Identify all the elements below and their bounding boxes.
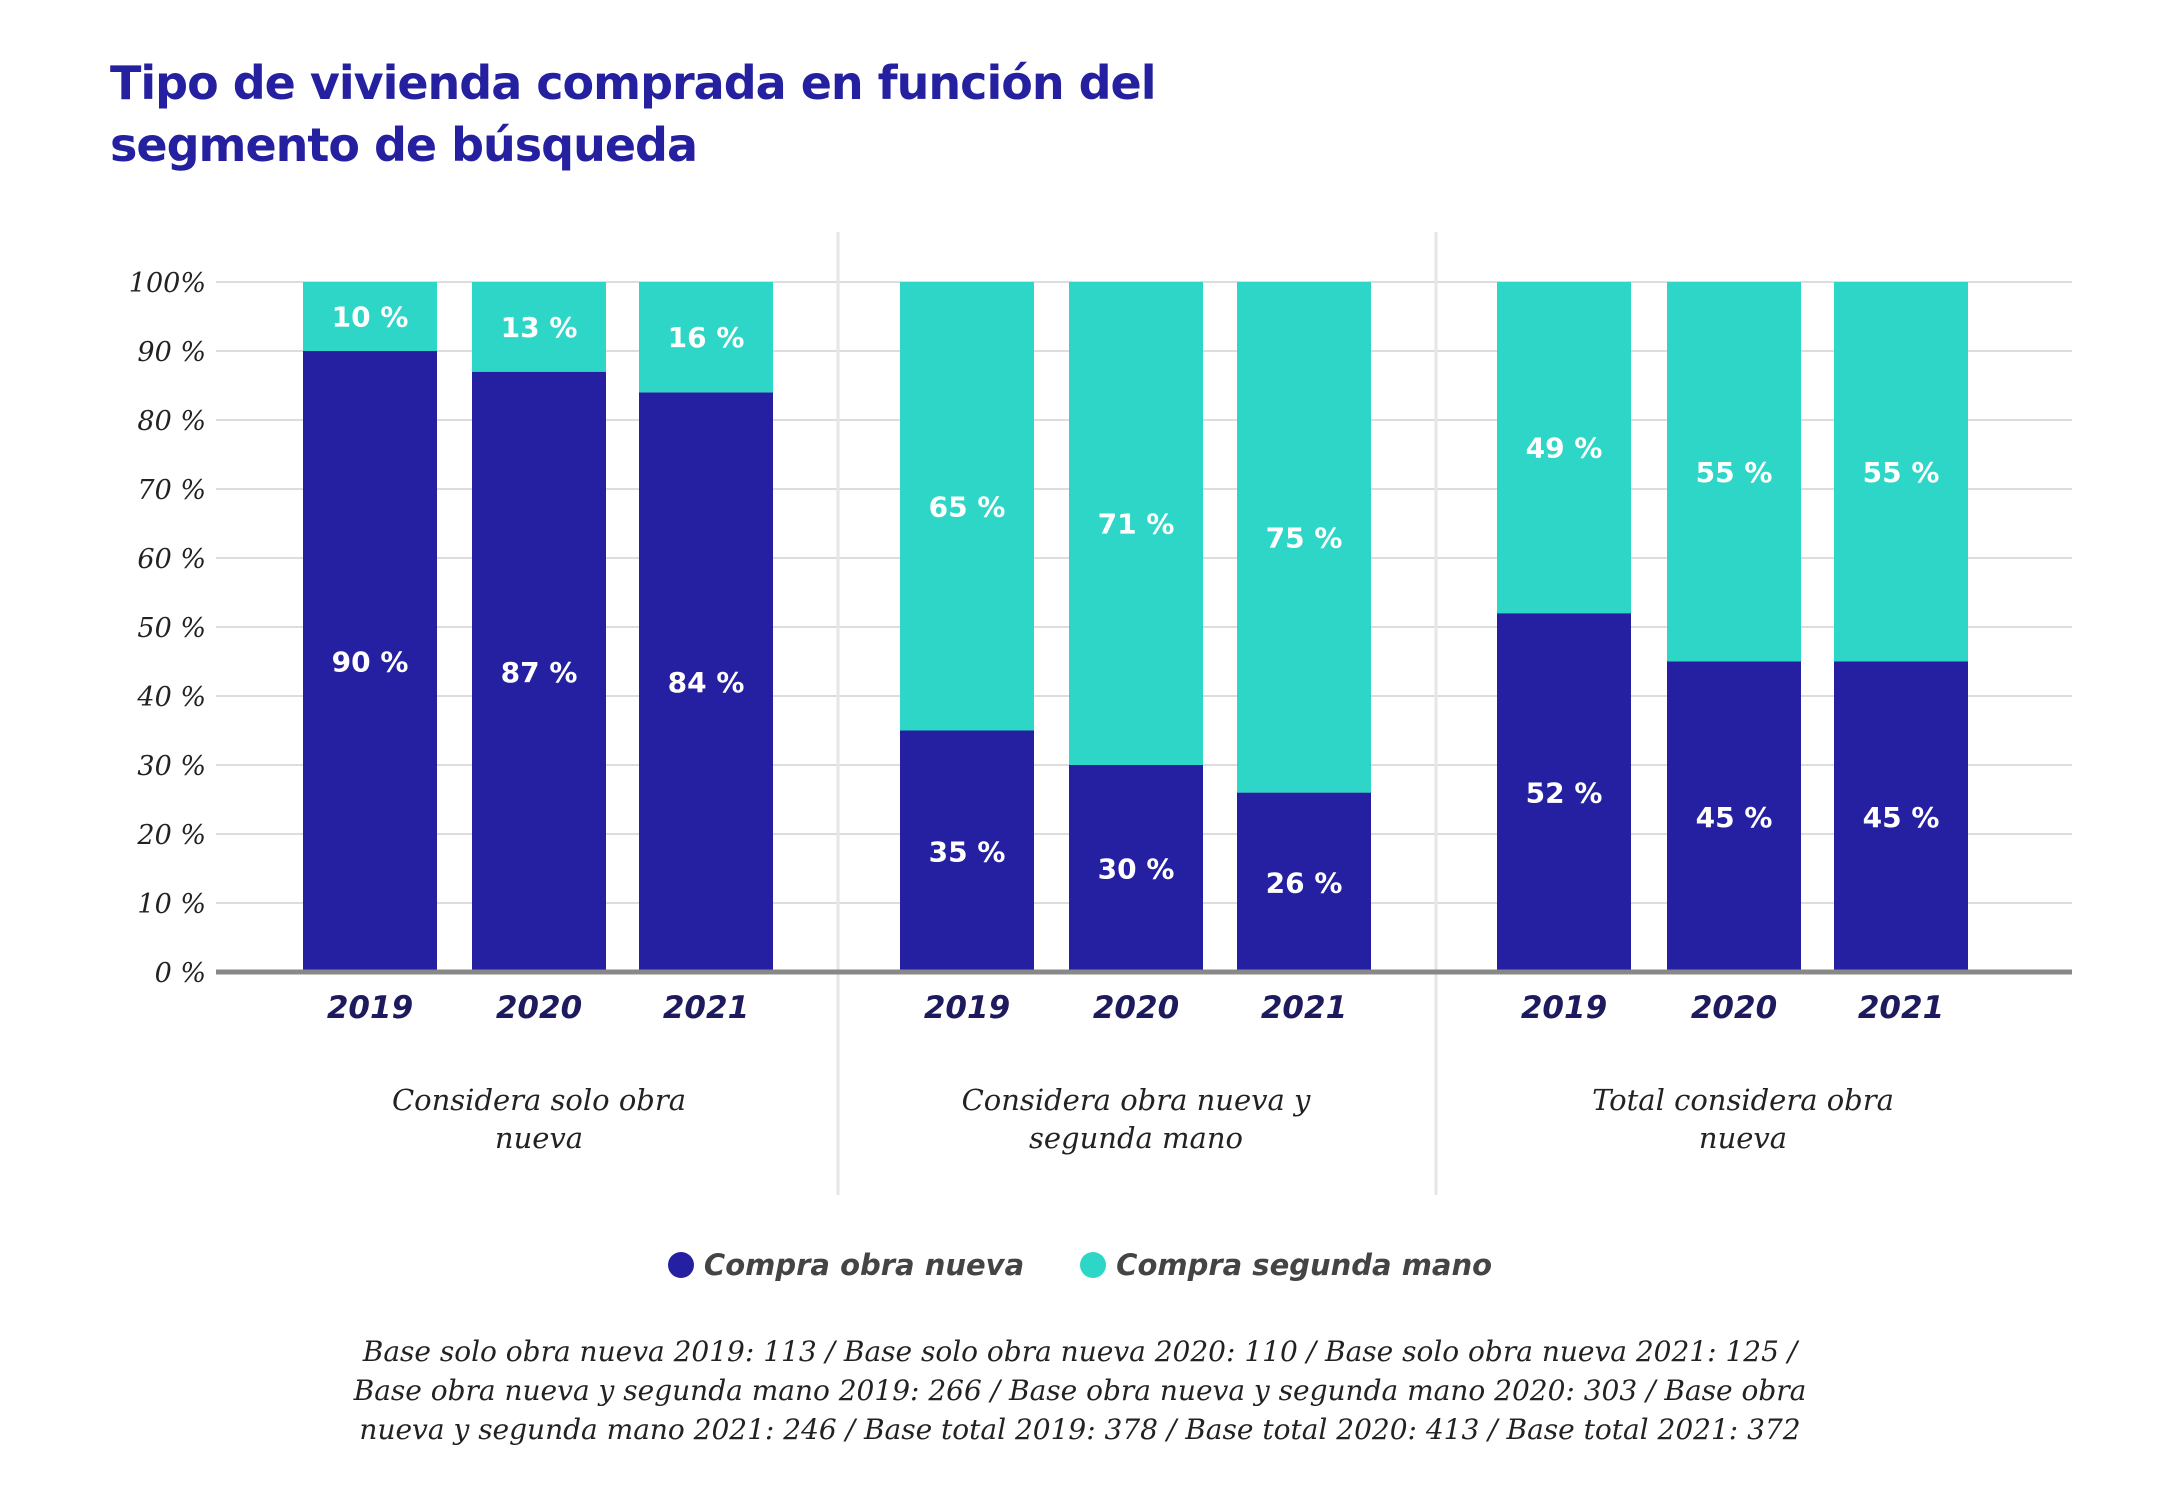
y-tick-label: 30 % xyxy=(137,751,206,782)
y-tick-label: 0 % xyxy=(155,958,206,989)
bar-segment-obra-nueva xyxy=(1069,765,1203,972)
x-tick-label: 2019 xyxy=(1521,990,1607,1026)
value-label-obra-nueva: 52 % xyxy=(1526,777,1603,810)
bar-segment-obra-nueva xyxy=(1237,792,1371,972)
value-label-segunda-mano: 75 % xyxy=(1266,521,1343,554)
x-tick-label: 2020 xyxy=(1691,990,1777,1026)
bar-segment-segunda-mano xyxy=(639,282,773,393)
bar-segment-segunda-mano xyxy=(1667,282,1801,662)
bar-segment-segunda-mano xyxy=(303,282,437,351)
value-label-obra-nueva: 45 % xyxy=(1863,801,1940,834)
bar-segment-segunda-mano xyxy=(900,282,1034,731)
bar-segment-segunda-mano xyxy=(1237,282,1371,793)
value-label-segunda-mano: 55 % xyxy=(1863,456,1940,489)
y-tick-label: 80 % xyxy=(137,406,206,437)
x-tick-label: 2021 xyxy=(1858,990,1944,1026)
value-label-segunda-mano: 55 % xyxy=(1696,456,1773,489)
x-tick-label: 2019 xyxy=(924,990,1010,1026)
group-label: Considera solo obra xyxy=(392,1083,686,1117)
bar-segment-obra-nueva xyxy=(472,371,606,972)
chart-title: Tipo de vivienda comprada en función del… xyxy=(110,56,1156,172)
legend-label-second: Compra segunda mano xyxy=(1116,1248,1493,1282)
bar-segment-obra-nueva xyxy=(900,730,1034,972)
y-tick-label: 50 % xyxy=(137,613,206,644)
x-tick-label: 2021 xyxy=(663,990,749,1026)
value-label-obra-nueva: 45 % xyxy=(1696,801,1773,834)
bar-segment-obra-nueva xyxy=(1667,661,1801,972)
bar-segment-obra-nueva xyxy=(1497,613,1631,972)
value-label-obra-nueva: 30 % xyxy=(1098,853,1175,886)
value-label-segunda-mano: 65 % xyxy=(929,490,1006,523)
y-tick-label: 10 % xyxy=(137,889,206,920)
group-label: segunda mano xyxy=(1029,1121,1243,1155)
value-label-obra-nueva: 87 % xyxy=(501,656,578,689)
legend-marker-new xyxy=(667,1252,694,1278)
y-tick-label: 20 % xyxy=(136,820,206,851)
group-label: Total considera obra xyxy=(1592,1083,1894,1117)
y-tick-label: 60 % xyxy=(137,544,206,575)
legend-item-new: Compra obra nueva xyxy=(667,1248,1025,1282)
value-label-segunda-mano: 71 % xyxy=(1098,508,1175,541)
value-label-obra-nueva: 90 % xyxy=(332,646,409,679)
x-tick-label: 2021 xyxy=(1261,990,1347,1026)
value-label-obra-nueva: 84 % xyxy=(668,666,745,699)
legend-label-new: Compra obra nueva xyxy=(703,1248,1025,1282)
group-label: Considera obra nueva y xyxy=(962,1083,1311,1117)
y-tick-label: 90 % xyxy=(137,337,206,368)
bar-segment-obra-nueva xyxy=(1834,661,1968,972)
group-label: nueva xyxy=(495,1121,583,1155)
x-tick-label: 2020 xyxy=(1093,990,1179,1026)
y-tick-label: 100% xyxy=(129,268,206,299)
value-label-segunda-mano: 13 % xyxy=(501,311,578,344)
y-tick-label: 70 % xyxy=(137,475,206,506)
value-label-obra-nueva: 26 % xyxy=(1266,866,1343,899)
y-tick-label: 40 % xyxy=(136,682,206,713)
value-label-segunda-mano: 49 % xyxy=(1526,432,1603,465)
stacked-bar-chart: 0 % 10 % 20 % 30 % 40 % 50 % 60 % 70 % 80 % 90 % 1… xyxy=(129,232,2072,1195)
value-label-segunda-mano: 16 % xyxy=(668,321,745,354)
bar-segment-segunda-mano xyxy=(1069,282,1203,765)
bar-segment-segunda-mano xyxy=(472,282,606,372)
legend-item-second: Compra segunda mano xyxy=(1080,1248,1492,1282)
value-label-obra-nueva: 35 % xyxy=(929,835,1006,868)
bar-segment-obra-nueva xyxy=(639,392,773,972)
x-tick-label: 2020 xyxy=(496,990,582,1026)
legend: Compra obra nueva Compra segunda mano xyxy=(0,1248,2160,1282)
footnote: Base solo obra nueva 2019: 113 / Base so… xyxy=(353,1335,1807,1446)
bar-segment-obra-nueva xyxy=(303,351,437,972)
value-label-segunda-mano: 10 % xyxy=(332,301,409,334)
bar-segment-segunda-mano xyxy=(1497,282,1631,614)
x-tick-label: 2019 xyxy=(327,990,413,1026)
group-label: nueva xyxy=(1699,1121,1787,1155)
legend-marker-second xyxy=(1080,1252,1107,1278)
bar-segment-segunda-mano xyxy=(1834,282,1968,662)
